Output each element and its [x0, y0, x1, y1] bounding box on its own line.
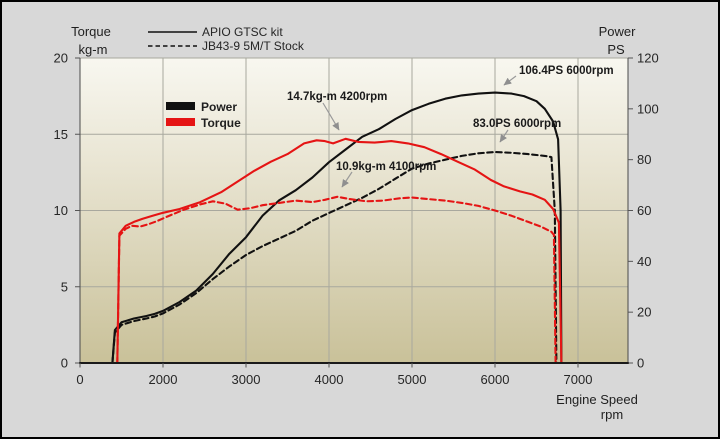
left-axis-title: Torque	[71, 24, 111, 39]
right-tick-label: 120	[637, 51, 659, 66]
power-swatch-label: Power	[201, 100, 237, 114]
right-tick-label: 40	[637, 254, 651, 269]
right-tick-label: 60	[637, 203, 651, 218]
annotation-apio-power-peak: 106.4PS 6000rpm	[519, 65, 614, 77]
x-axis-unit: rpm	[601, 407, 623, 422]
x-tick-label: 2000	[149, 372, 178, 387]
left-tick-label: 20	[54, 51, 68, 66]
annotation-stock-power-peak: 83.0PS 6000rpm	[473, 118, 561, 130]
legend-label-apio: APIO GTSC kit	[202, 25, 283, 39]
left-tick-label: 0	[61, 356, 68, 371]
annotation-apio-torque-peak: 14.7kg-m 4200rpm	[287, 91, 387, 103]
right-tick-label: 80	[637, 152, 651, 167]
right-tick-label: 20	[637, 305, 651, 320]
x-tick-label: 4000	[315, 372, 344, 387]
dyno-chart-page: 0 2000 3000 4000 5000 6000 7000 0 5 10 15 20 0 20 40 60…	[0, 0, 720, 439]
legend-label-stock: JB43-9 5M/T Stock	[202, 39, 305, 53]
torque-swatch-label: Torque	[201, 116, 241, 130]
right-axis-title: Power	[599, 24, 637, 39]
x-axis-title: Engine Speed	[556, 392, 638, 407]
power-swatch	[166, 102, 195, 110]
torque-power-chart: 0 2000 3000 4000 5000 6000 7000 0 5 10 15 20 0 20 40 60…	[0, 0, 720, 439]
x-tick-label: 7000	[564, 372, 593, 387]
x-tick-label: 0	[76, 372, 83, 387]
annotation-stock-torque-peak: 10.9kg-m 4100rpm	[336, 161, 436, 173]
left-axis-unit: kg-m	[79, 42, 108, 57]
left-tick-label: 10	[54, 203, 68, 218]
right-tick-label: 0	[637, 356, 644, 371]
torque-swatch	[166, 118, 195, 126]
x-tick-label: 3000	[232, 372, 261, 387]
x-tick-label: 5000	[398, 372, 427, 387]
right-axis-unit: PS	[607, 42, 625, 57]
left-tick-label: 15	[54, 127, 68, 142]
right-tick-label: 100	[637, 101, 659, 116]
left-tick-label: 5	[61, 279, 68, 294]
x-tick-label: 6000	[481, 372, 510, 387]
